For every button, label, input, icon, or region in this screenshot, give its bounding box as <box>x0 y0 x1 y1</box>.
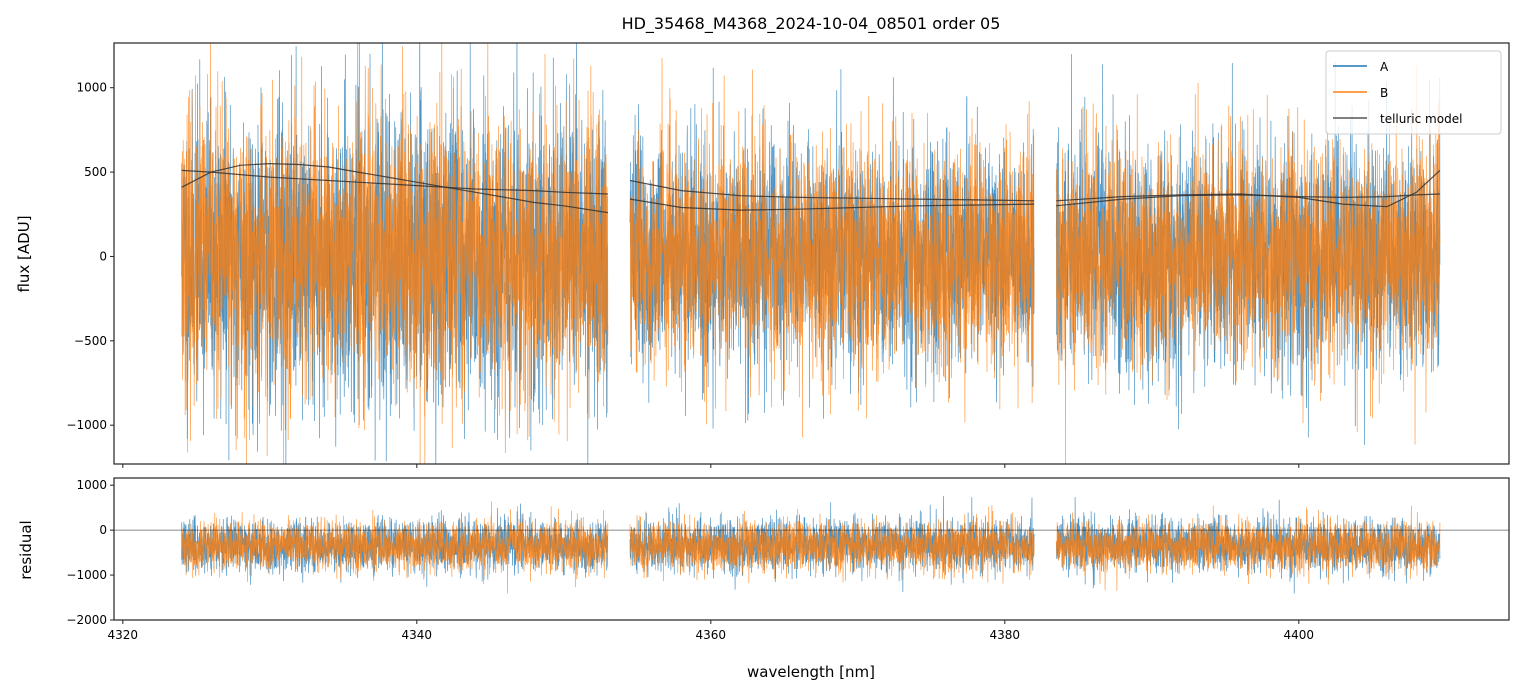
xtick-label: 4380 <box>990 628 1021 642</box>
legend-label-telluric: telluric model <box>1380 112 1462 126</box>
xtick-label: 4320 <box>108 628 139 642</box>
flux-ytick-label: −1000 <box>66 418 107 432</box>
residual-ytick-label: 0 <box>99 523 107 537</box>
legend-label-a: A <box>1380 60 1389 74</box>
series-b-flux-line <box>629 58 1035 438</box>
legend: A B telluric model <box>1325 50 1502 135</box>
flux-ylabel: flux [ADU] <box>15 215 33 292</box>
flux-axes-frame <box>113 42 1510 465</box>
residual-ytick-label: −2000 <box>66 613 107 627</box>
residual-ytick-label: 1000 <box>76 478 107 492</box>
residual-panel <box>114 496 1509 594</box>
flux-ytick-label: −500 <box>74 334 107 348</box>
telluric-model-line <box>181 162 608 214</box>
telluric-model-line <box>1056 169 1441 208</box>
flux-ytick-label: 0 <box>99 249 107 263</box>
chart-title: HD_35468_M4368_2024-10-04_08501 order 05 <box>622 14 1001 34</box>
telluric-model-line <box>181 169 608 195</box>
flux-ytick-label: 500 <box>84 165 107 179</box>
telluric-model-line <box>1056 193 1440 207</box>
series-b-residual-line <box>1055 505 1441 591</box>
flux-panel <box>181 43 1441 464</box>
telluric-model-line <box>629 198 1035 211</box>
xtick-label: 4340 <box>402 628 433 642</box>
telluric-model-line <box>629 179 1035 202</box>
xtick-label: 4360 <box>696 628 727 642</box>
legend-box <box>1325 50 1502 135</box>
residual-ytick-label: −1000 <box>66 568 107 582</box>
xtick-label: 4400 <box>1284 628 1315 642</box>
residual-axes-frame <box>113 477 1510 621</box>
flux-ytick-label: 1000 <box>76 81 107 95</box>
series-b-residual-line <box>181 501 609 594</box>
series-a-flux-line <box>181 43 609 464</box>
series-b-residual-line <box>629 505 1035 584</box>
series-b-flux-line <box>181 43 609 464</box>
series-b-flux-line <box>1055 65 1441 464</box>
legend-label-b: B <box>1380 86 1388 100</box>
xlabel: wavelength [nm] <box>747 663 875 681</box>
residual-ylabel: residual <box>17 520 35 579</box>
